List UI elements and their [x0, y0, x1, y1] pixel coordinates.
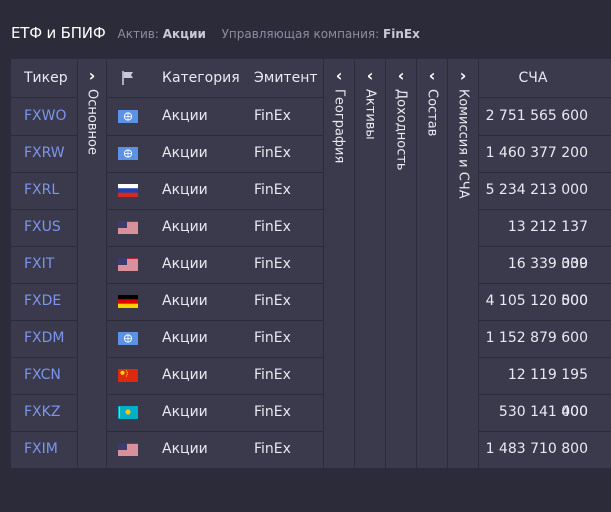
issuer-cell: FinEx: [254, 219, 291, 235]
ticker-link[interactable]: FXDE: [24, 293, 62, 309]
flag-china-icon: [118, 369, 138, 382]
group-label-yield: Доходность: [393, 89, 409, 171]
category-cell: Акции: [162, 219, 208, 235]
ticker-link[interactable]: FXUS: [24, 219, 61, 235]
issuer-cell: FinEx: [254, 182, 291, 198]
group-composition[interactable]: ‹ Состав: [417, 59, 447, 468]
column-header-nav[interactable]: СЧА: [518, 70, 548, 86]
issuer-cell: FinEx: [254, 108, 291, 124]
category-cell: Акции: [162, 145, 208, 161]
ticker-link[interactable]: FXIM: [24, 441, 58, 457]
page-header: ЕТФ и БПИФ Актив: Акции Управляющая комп…: [11, 24, 420, 46]
ticker-link[interactable]: FXWO: [24, 108, 67, 124]
table-row[interactable]: FXDE Акции FinEx 4 105 120 500: [11, 283, 611, 320]
filter-company-label: Управляющая компания:: [221, 27, 380, 41]
group-assets[interactable]: ‹ Активы: [355, 59, 385, 468]
page-title: ЕТФ и БПИФ: [11, 24, 106, 42]
category-cell: Акции: [162, 441, 208, 457]
flag-germany-icon: [118, 295, 138, 308]
nav-cell: 1 483 710 800: [485, 441, 588, 457]
category-cell: Акции: [162, 182, 208, 198]
ticker-link[interactable]: FXRW: [24, 145, 65, 161]
flag-usa-icon: [118, 258, 138, 271]
group-commission[interactable]: › Комиссия и СЧА: [448, 59, 478, 468]
group-label-composition: Состав: [424, 89, 440, 137]
chevron-left-icon[interactable]: ‹: [428, 66, 436, 85]
column-header-issuer[interactable]: Эмитент: [254, 70, 318, 86]
active-filters: Актив: Акции Управляющая компания: FinEx: [118, 27, 420, 41]
flag-un-icon: [118, 332, 138, 345]
group-label-commission: Комиссия и СЧА: [455, 89, 471, 199]
table-row[interactable]: FXIM Акции FinEx 1 483 710 800: [11, 431, 611, 468]
category-cell: Акции: [162, 367, 208, 383]
column-header-category[interactable]: Категория: [162, 70, 240, 86]
nav-cell: 13 212 137 000: [507, 219, 588, 272]
group-basic[interactable]: › Основное: [78, 59, 106, 468]
nav-cell: 2 751 565 600: [485, 108, 588, 124]
flag-russia-icon: [118, 184, 138, 197]
nav-cell: 12 119 195 000: [507, 367, 588, 420]
nav-cell: 1 152 879 600: [485, 330, 588, 346]
nav-cell: 4 105 120 500: [485, 293, 588, 309]
filter-company-value[interactable]: FinEx: [383, 27, 420, 41]
ticker-link[interactable]: FXCN: [24, 367, 61, 383]
table-row[interactable]: FXRW Акции FinEx 1 460 377 200: [11, 135, 611, 172]
table-row[interactable]: FXKZ Акции FinEx 530 141 400: [11, 394, 611, 431]
issuer-cell: FinEx: [254, 404, 291, 420]
category-cell: Акции: [162, 330, 208, 346]
chevron-right-icon[interactable]: ›: [88, 66, 96, 85]
flag-kazakhstan-icon: [118, 406, 138, 419]
column-header-flag: [118, 59, 138, 97]
chevron-left-icon[interactable]: ‹: [397, 66, 405, 85]
flag-usa-icon: [118, 443, 138, 456]
ticker-link[interactable]: FXRL: [24, 182, 60, 198]
issuer-cell: FinEx: [254, 256, 291, 272]
chevron-left-icon[interactable]: ‹: [335, 66, 343, 85]
ticker-link[interactable]: FXIT: [24, 256, 55, 272]
group-label-basic: Основное: [84, 89, 100, 155]
filter-asset-label: Актив:: [117, 27, 159, 41]
nav-cell: 16 339 339 000: [507, 256, 588, 309]
issuer-cell: FinEx: [254, 330, 291, 346]
issuer-cell: FinEx: [254, 145, 291, 161]
table-row[interactable]: FXIT Акции FinEx 16 339 339 000: [11, 246, 611, 309]
chevron-right-icon[interactable]: ›: [459, 66, 467, 85]
nav-cell: 1 460 377 200: [485, 145, 588, 161]
flag-un-icon: [118, 147, 138, 160]
flag-un-icon: [118, 110, 138, 123]
table-row[interactable]: FXCN Акции FinEx 12 119 195 000: [11, 357, 611, 420]
nav-cell: 5 234 213 000: [485, 182, 588, 198]
flag-usa-icon: [118, 221, 138, 234]
ticker-link[interactable]: FXKZ: [24, 404, 61, 420]
table-row[interactable]: FXUS Акции FinEx 13 212 137 000: [11, 209, 611, 272]
filter-asset-value[interactable]: Акции: [162, 27, 206, 41]
table-row[interactable]: FXWO Акции FinEx 2 751 565 600: [11, 98, 611, 135]
issuer-cell: FinEx: [254, 441, 291, 457]
group-label-geography: География: [331, 89, 347, 164]
category-cell: Акции: [162, 108, 208, 124]
chevron-left-icon[interactable]: ‹: [366, 66, 374, 85]
etf-table: Тикер Категория Эмитент СЧА FXWO Акции Fin…: [11, 59, 611, 468]
issuer-cell: FinEx: [254, 367, 291, 383]
category-cell: Акции: [162, 404, 208, 420]
group-yield[interactable]: ‹ Доходность: [386, 59, 416, 468]
ticker-link[interactable]: FXDM: [24, 330, 65, 346]
column-header-ticker[interactable]: Тикер: [24, 70, 68, 86]
nav-cell: 530 141 400: [498, 404, 588, 420]
category-cell: Акции: [162, 293, 208, 309]
category-cell: Акции: [162, 256, 208, 272]
table-row[interactable]: FXRL Акции FinEx 5 234 213 000: [11, 172, 611, 209]
issuer-cell: FinEx: [254, 293, 291, 309]
flag-icon: [122, 71, 133, 85]
group-label-assets: Активы: [362, 89, 378, 140]
group-geography[interactable]: ‹ География: [324, 59, 354, 468]
table-row[interactable]: FXDM Акции FinEx 1 152 879 600: [11, 320, 611, 357]
